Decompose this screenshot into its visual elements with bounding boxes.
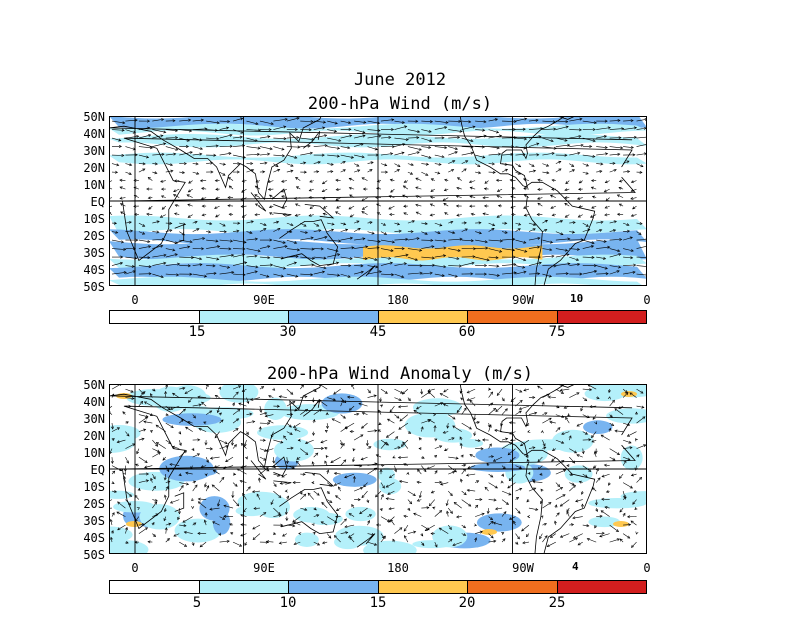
- colorbar-wind: [109, 310, 647, 324]
- wind-anomaly-map-panel: [109, 384, 647, 554]
- colorbar-swatch-2: [289, 581, 379, 593]
- colorbar-tick: 5: [192, 595, 202, 611]
- colorbar-anomaly: [109, 580, 647, 594]
- colorbar-tick: 10: [279, 595, 297, 611]
- lon-label: 90E: [253, 293, 275, 307]
- colorbar-tick: 20: [458, 595, 476, 611]
- wind-map-panel: [109, 116, 647, 286]
- lat-label: 40S: [83, 531, 105, 545]
- lat-label: 50N: [83, 378, 105, 392]
- lat-label: 30N: [83, 412, 105, 426]
- panel1-title: 200-hPa Wind (m/s): [307, 94, 493, 114]
- lat-label: 10S: [83, 212, 105, 226]
- lat-label: 10N: [83, 178, 105, 192]
- colorbar-swatch-3: [378, 581, 468, 593]
- lat-label: EQ: [90, 463, 105, 477]
- lat-label: 10N: [83, 446, 105, 460]
- lat-label: 20N: [83, 429, 105, 443]
- wind-anomaly-plot: [109, 384, 647, 554]
- lat-label: EQ: [90, 195, 105, 209]
- colorbar-swatch-4: [468, 311, 558, 323]
- colorbar-tick: 60: [458, 324, 476, 340]
- lat-label: 50N: [83, 110, 105, 124]
- wind-map-plot: [109, 116, 647, 286]
- lat-label: 20N: [83, 161, 105, 175]
- colorbar-tick: 45: [369, 324, 387, 340]
- lon-label: 0: [643, 293, 651, 307]
- lat-label: 30S: [83, 246, 105, 260]
- reference-vector-2: 4: [572, 560, 579, 573]
- lat-label: 20S: [83, 229, 105, 243]
- colorbar-swatch-0: [110, 581, 200, 593]
- lat-label: 30N: [83, 144, 105, 158]
- colorbar-swatch-5: [557, 311, 646, 323]
- lon-label: 90W: [512, 293, 534, 307]
- lat-label: 30S: [83, 514, 105, 528]
- colorbar-swatch-4: [468, 581, 558, 593]
- colorbar-tick: 75: [548, 324, 566, 340]
- colorbar-swatch-3: [378, 311, 468, 323]
- colorbar-tick: 25: [548, 595, 566, 611]
- colorbar-swatch-0: [110, 311, 200, 323]
- colorbar-tick: 30: [279, 324, 297, 340]
- lat-label: 50S: [83, 548, 105, 562]
- panel2-title: 200-hPa Wind Anomaly (m/s): [266, 364, 534, 384]
- lat-label: 40S: [83, 263, 105, 277]
- colorbar-tick: 15: [369, 595, 387, 611]
- lat-label: 40N: [83, 395, 105, 409]
- colorbar-tick: 15: [188, 324, 206, 340]
- lon-label: 0: [131, 561, 139, 575]
- date-title: June 2012: [353, 70, 447, 90]
- colorbar-swatch-5: [557, 581, 646, 593]
- colorbar-swatch-1: [199, 311, 289, 323]
- lon-label: 90W: [512, 561, 534, 575]
- lat-label: 20S: [83, 497, 105, 511]
- colorbar-swatch-1: [199, 581, 289, 593]
- lon-label: 0: [643, 561, 651, 575]
- reference-vector-1: 10: [570, 292, 584, 305]
- colorbar-swatch-2: [289, 311, 379, 323]
- lon-label: 180: [387, 561, 409, 575]
- lon-label: 90E: [253, 561, 275, 575]
- lat-label: 40N: [83, 127, 105, 141]
- lon-label: 0: [131, 293, 139, 307]
- lon-label: 180: [387, 293, 409, 307]
- lat-label: 10S: [83, 480, 105, 494]
- lat-label: 50S: [83, 280, 105, 294]
